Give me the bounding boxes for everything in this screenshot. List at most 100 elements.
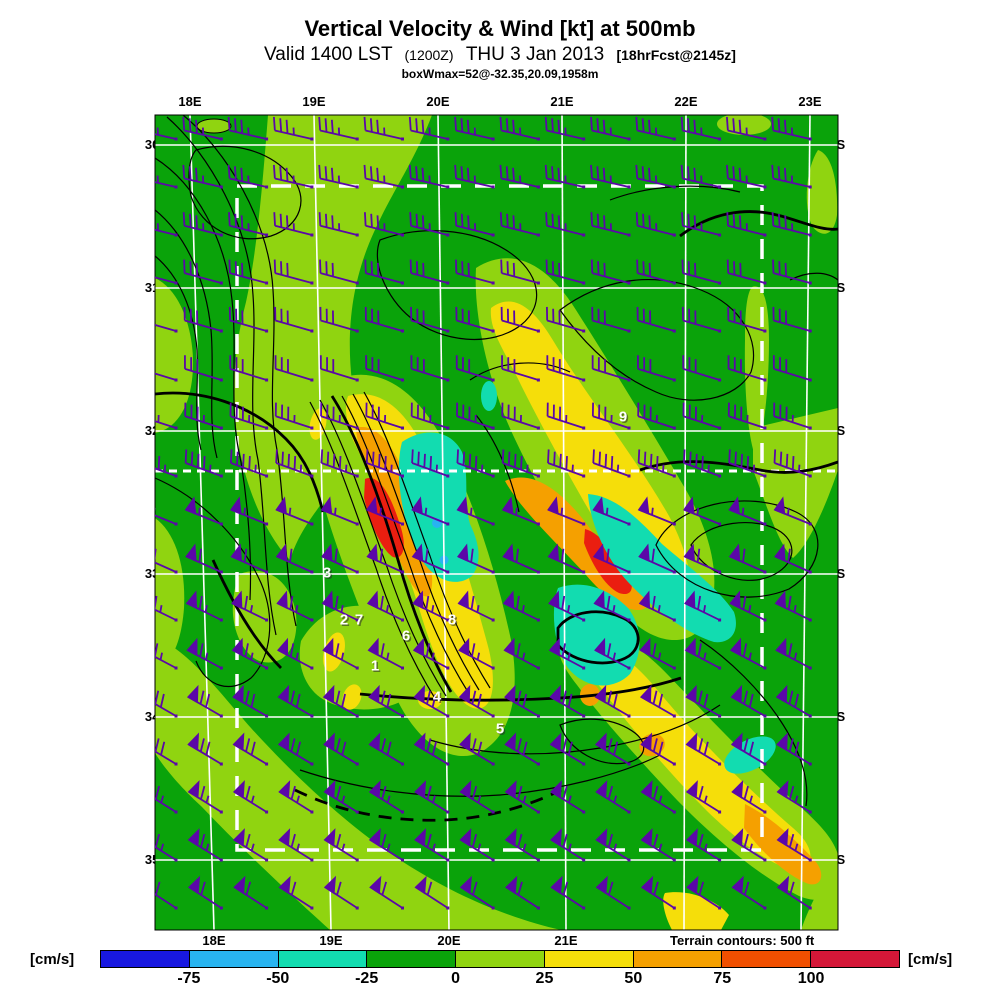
barb-station-dot xyxy=(672,858,676,862)
barb-station-dot xyxy=(219,570,223,574)
wind-barb-flag xyxy=(275,496,287,515)
wind-barb xyxy=(454,164,494,188)
barb-station-dot xyxy=(491,570,495,574)
barb-station-dot xyxy=(491,906,495,910)
wind-barb-flag xyxy=(368,828,381,847)
colorbar-tick-25: 25 xyxy=(535,970,554,987)
shading-region xyxy=(342,684,362,710)
wind-barb xyxy=(727,402,766,429)
barb-station-dot xyxy=(401,522,404,526)
wind-barb xyxy=(545,212,584,236)
wind-barb xyxy=(155,690,177,717)
wind-barb xyxy=(273,259,313,284)
barb-station-dot xyxy=(582,329,586,333)
map-wave-label-4: 4 xyxy=(432,688,442,706)
shading-region xyxy=(801,856,838,930)
wind-barb-flag xyxy=(184,496,197,515)
barb-station-dot xyxy=(808,570,812,574)
wind-barb-flag xyxy=(187,875,201,895)
wind-barb xyxy=(637,355,675,381)
barb-station-dot xyxy=(355,233,359,237)
wind-barb-flag xyxy=(685,732,698,752)
terrain-contour xyxy=(655,500,819,598)
barb-station-dot xyxy=(808,233,812,237)
barb-station-dot xyxy=(219,426,223,430)
terrain-contour xyxy=(679,210,838,238)
wind-barb xyxy=(636,259,675,284)
colorbar-tick-50: 50 xyxy=(624,970,643,987)
wind-barb xyxy=(591,402,630,429)
wind-barb xyxy=(411,449,449,477)
wind-barb xyxy=(772,306,811,332)
wind-barb-flag xyxy=(639,637,651,657)
barb-station-dot xyxy=(446,426,450,430)
colorbar-tick-0: 0 xyxy=(451,970,460,987)
barb-station-dot xyxy=(174,570,178,574)
wind-barb xyxy=(155,414,177,429)
wind-barb xyxy=(364,259,403,284)
barb-station-dot xyxy=(310,185,314,189)
barb-station-dot xyxy=(265,426,269,430)
shading-region xyxy=(481,381,497,411)
barb-station-dot xyxy=(718,714,722,718)
terrain-contour xyxy=(188,145,302,240)
wind-barb xyxy=(454,116,494,140)
barb-station-dot xyxy=(219,233,223,237)
barb-station-dot xyxy=(763,185,767,189)
wind-barb-flag xyxy=(456,496,469,515)
barb-station-dot xyxy=(536,426,540,430)
barb-station-dot xyxy=(808,858,812,862)
barb-station-dot xyxy=(174,474,178,478)
wind-barb-flag xyxy=(685,684,697,704)
barb-station-dot xyxy=(446,666,450,670)
colorbar-segment-6 xyxy=(633,951,723,967)
barb-station-dot xyxy=(446,233,450,237)
barb-station-dot xyxy=(491,522,495,526)
wind-barb-flag xyxy=(686,875,699,895)
lon-label-top-21E: 21E xyxy=(550,94,574,109)
map-wave-label-3: 3 xyxy=(322,564,332,582)
terrain-contour xyxy=(211,559,282,669)
wind-barb xyxy=(727,306,766,332)
barb-station-dot xyxy=(718,233,722,237)
wind-barb-flag xyxy=(323,732,335,752)
wind-barb-flag xyxy=(729,590,741,610)
map-wave-label-7: 7 xyxy=(354,611,364,629)
barb-station-dot xyxy=(627,185,631,189)
wind-barb-flag xyxy=(640,875,654,895)
barb-station-dot xyxy=(310,522,314,526)
barb-station-dot xyxy=(627,474,631,478)
wind-barb xyxy=(499,164,539,188)
wind-barb-flag xyxy=(366,590,379,610)
wind-barb-flag xyxy=(231,590,243,610)
barb-station-dot xyxy=(401,329,404,333)
colorbar-segment-0 xyxy=(101,951,190,967)
wind-barb-flag xyxy=(229,496,242,515)
barb-station-dot xyxy=(219,137,223,141)
barb-station-dot xyxy=(401,137,404,141)
barb-station-dot xyxy=(718,281,722,285)
barb-station-dot xyxy=(718,570,722,574)
wind-barb-flag xyxy=(142,593,151,608)
barb-station-dot xyxy=(718,618,722,622)
wind-barb xyxy=(499,116,539,140)
barb-station-dot xyxy=(582,185,586,189)
barb-station-dot xyxy=(310,810,314,814)
barb-station-dot xyxy=(355,281,359,285)
wind-barb xyxy=(771,116,811,140)
wind-barb xyxy=(773,449,811,477)
zulu-time: (1200Z) xyxy=(404,47,454,63)
wind-barb-flag xyxy=(592,496,605,515)
wind-barb xyxy=(228,306,267,332)
barb-station-dot xyxy=(265,906,269,910)
barb-station-dot xyxy=(582,281,586,285)
terrain-contour xyxy=(475,414,520,513)
barb-station-dot xyxy=(265,666,269,670)
barb-station-dot xyxy=(310,426,314,430)
map-wave-label-8: 8 xyxy=(447,611,457,629)
barb-station-dot xyxy=(265,185,269,189)
barb-station-dot xyxy=(491,426,495,430)
wind-barb-flag xyxy=(278,780,291,799)
wind-barb-flag xyxy=(458,637,470,657)
